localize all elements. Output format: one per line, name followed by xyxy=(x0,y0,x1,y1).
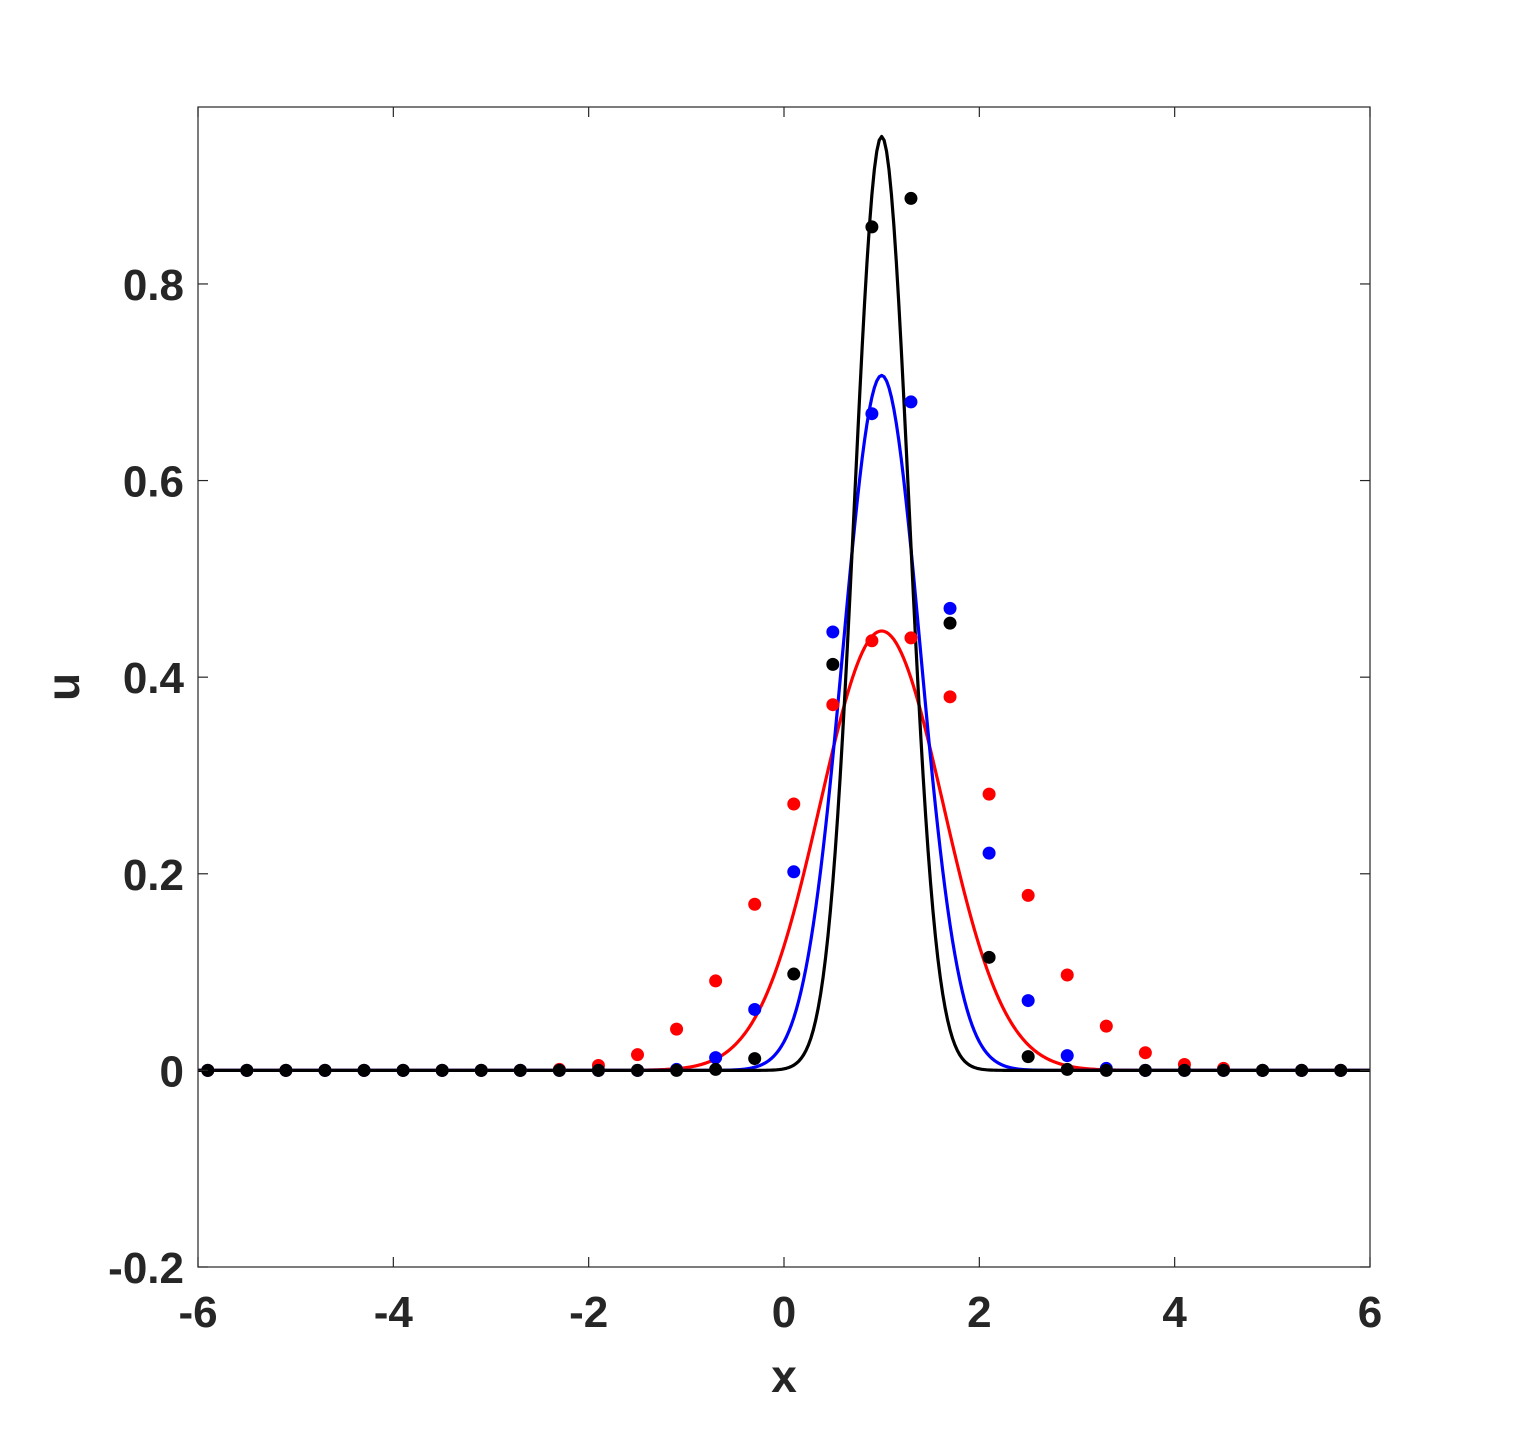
x-tick-label: -6 xyxy=(178,1288,217,1337)
series-2-marker xyxy=(904,395,918,409)
series-3-marker xyxy=(865,220,879,234)
series-3-marker xyxy=(826,657,840,671)
y-tick-label: 0 xyxy=(160,1047,184,1096)
plot-area xyxy=(198,107,1370,1267)
series-1-marker xyxy=(1021,888,1035,902)
y-tick-label: -0.2 xyxy=(108,1244,184,1293)
series-1-marker xyxy=(1060,968,1074,982)
series-1-marker xyxy=(1138,1046,1152,1060)
y-tick-label: 0.2 xyxy=(123,851,184,900)
series-3-marker xyxy=(943,616,957,630)
series-3-marker xyxy=(1334,1063,1348,1077)
series-2-marker xyxy=(943,601,957,615)
series-3-marker xyxy=(1099,1063,1113,1077)
series-3-marker xyxy=(904,191,918,205)
ticks-layer xyxy=(197,107,1371,1268)
series-1-marker xyxy=(826,698,840,712)
series-1-marker xyxy=(787,797,801,811)
x-tick-label: 2 xyxy=(967,1288,991,1337)
series-2-marker xyxy=(1060,1049,1074,1063)
series-3-marker xyxy=(474,1063,488,1077)
series-3-marker xyxy=(1177,1063,1191,1077)
series-3-marker xyxy=(748,1052,762,1066)
series-1-marker xyxy=(670,1022,684,1036)
series-1-marker xyxy=(748,897,762,911)
series-3-marker xyxy=(396,1063,410,1077)
series-3-marker xyxy=(591,1063,605,1077)
y-axis-label: u xyxy=(37,673,89,701)
x-axis-label: x xyxy=(771,1350,797,1402)
series-3-marker xyxy=(982,950,996,964)
series-3-marker xyxy=(787,967,801,981)
y-tick-label: 0.8 xyxy=(123,261,184,310)
x-tick-label: -4 xyxy=(374,1288,414,1337)
series-3-marker xyxy=(631,1063,644,1077)
x-tick-label: 6 xyxy=(1358,1288,1382,1337)
series-2-marker xyxy=(1021,994,1035,1008)
series-line-3 xyxy=(198,134,1370,1072)
series-1-marker xyxy=(904,631,918,645)
series-2-marker xyxy=(826,625,840,639)
series-1-marker xyxy=(1099,1019,1113,1033)
y-tick-label: 0.6 xyxy=(123,458,184,507)
markers-layer xyxy=(201,191,1348,1077)
series-1-marker xyxy=(865,634,879,648)
series-2-marker xyxy=(787,865,801,879)
series-3-marker xyxy=(1060,1062,1074,1076)
series-3-marker xyxy=(709,1062,723,1076)
series-3-marker xyxy=(1295,1063,1309,1077)
series-1-marker xyxy=(709,974,723,988)
x-tick-label: 0 xyxy=(772,1288,796,1337)
series-3-marker xyxy=(1217,1063,1230,1077)
curves-layer xyxy=(198,134,1370,1072)
series-3-marker xyxy=(318,1063,332,1077)
series-3-marker xyxy=(513,1063,527,1077)
series-3-marker xyxy=(357,1063,371,1077)
series-3-marker xyxy=(435,1063,449,1077)
series-1-marker xyxy=(943,690,957,704)
series-2-marker xyxy=(865,407,879,421)
y-tick-label: 0.4 xyxy=(123,654,185,703)
x-tick-label: 4 xyxy=(1162,1288,1187,1337)
series-3-marker xyxy=(240,1063,254,1077)
series-1-marker xyxy=(982,787,996,801)
x-tick-labels: -6 -4 -2 0 2 4 6 xyxy=(178,1288,1382,1337)
series-3-marker xyxy=(1138,1063,1152,1077)
series-2-marker xyxy=(709,1051,723,1065)
series-3-marker xyxy=(1256,1063,1270,1077)
series-3-marker xyxy=(670,1063,684,1077)
series-2-marker xyxy=(748,1002,762,1016)
series-2-marker xyxy=(982,846,996,860)
x-tick-label: -2 xyxy=(569,1288,608,1337)
series-1-marker xyxy=(631,1048,644,1062)
y-tick-labels: -0.2 0 0.2 0.4 0.6 0.8 xyxy=(108,261,184,1293)
series-3-marker xyxy=(552,1063,566,1077)
series-3-marker xyxy=(279,1063,293,1077)
series-3-marker xyxy=(1021,1050,1035,1064)
